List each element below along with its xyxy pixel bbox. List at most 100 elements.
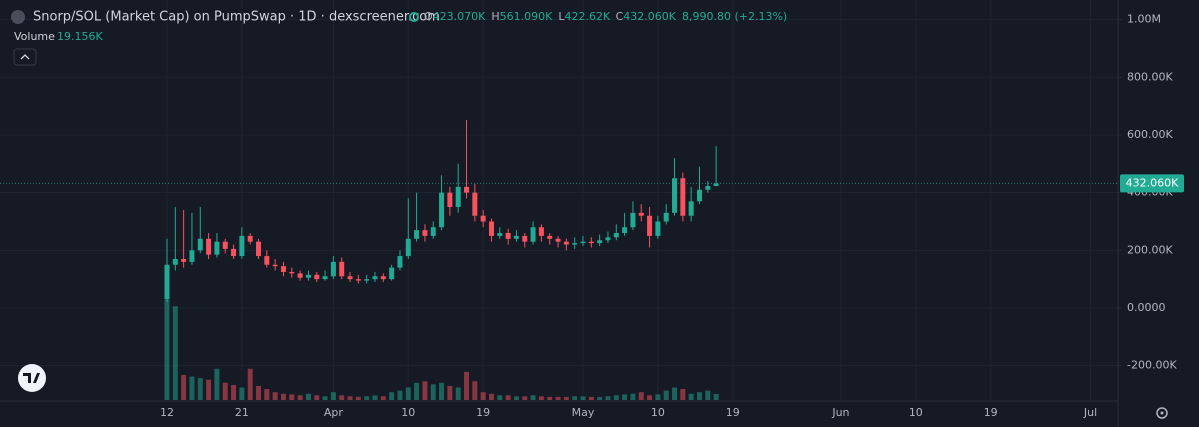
volume-bar bbox=[256, 385, 262, 400]
y-tick-label: 200.00K bbox=[1127, 243, 1173, 256]
candle-body bbox=[297, 273, 303, 278]
gear-center[interactable] bbox=[1160, 411, 1164, 415]
candle-body bbox=[613, 233, 619, 238]
volume-bar bbox=[513, 396, 519, 400]
ohlc-value: 423.070K bbox=[433, 10, 486, 23]
x-tick-label: May bbox=[572, 406, 595, 419]
volume-bar bbox=[488, 393, 494, 400]
gear-icon[interactable] bbox=[1156, 407, 1168, 419]
candle-body bbox=[713, 183, 719, 186]
candle-body bbox=[330, 261, 336, 277]
volume-bar bbox=[555, 396, 561, 400]
volume-bar bbox=[397, 390, 403, 400]
candle-body bbox=[397, 256, 403, 268]
candle-body bbox=[572, 243, 578, 245]
candle-body bbox=[605, 237, 611, 241]
candle-body bbox=[705, 186, 711, 190]
volume-bar bbox=[597, 396, 603, 400]
chart-title: Snorp/SOL (Market Cap) on PumpSwap · 1D … bbox=[33, 10, 440, 25]
x-tick-label: Apr bbox=[324, 406, 344, 419]
candle-body bbox=[380, 276, 386, 280]
tv-logo[interactable] bbox=[18, 364, 46, 392]
x-tick-label: 10 bbox=[909, 406, 923, 419]
volume-bar bbox=[630, 393, 636, 400]
x-tick-label: 12 bbox=[160, 406, 174, 419]
candle-body bbox=[647, 215, 653, 236]
volume-value: 19.156K bbox=[57, 30, 103, 43]
candle-body bbox=[305, 274, 311, 278]
candle-body bbox=[672, 178, 678, 213]
candle-body bbox=[464, 186, 470, 193]
volume-bar bbox=[622, 394, 628, 400]
volume-bar bbox=[522, 396, 528, 400]
volume-bar bbox=[339, 395, 345, 400]
candle-body bbox=[688, 201, 694, 216]
candle-body bbox=[622, 227, 628, 234]
volume-bar bbox=[264, 389, 270, 400]
candle-body bbox=[430, 227, 436, 236]
last-price-label: 432.060K bbox=[1126, 176, 1179, 189]
volume-bar bbox=[530, 395, 536, 400]
x-tick-label: 10 bbox=[651, 406, 665, 419]
candle-body bbox=[663, 212, 669, 222]
y-tick-label: 0.0000 bbox=[1127, 301, 1166, 314]
candle-body bbox=[414, 230, 420, 239]
candle-body bbox=[214, 241, 220, 255]
volume-bar bbox=[497, 395, 503, 400]
candle-body bbox=[497, 233, 503, 236]
volume-bar bbox=[613, 395, 619, 400]
logo-bg[interactable] bbox=[18, 364, 46, 392]
candle-body bbox=[364, 279, 370, 281]
candle-body bbox=[547, 235, 553, 239]
candle-body bbox=[264, 256, 270, 265]
volume-bar bbox=[347, 396, 353, 400]
candle-body bbox=[339, 261, 345, 277]
candle-body bbox=[181, 258, 187, 262]
volume-bar bbox=[638, 392, 644, 400]
collapse-box[interactable] bbox=[13, 48, 37, 66]
axes: 1.00M800.00K600.00K400.00K200.00K0.0000-… bbox=[0, 13, 1184, 419]
volume-bar bbox=[389, 392, 395, 400]
candle-body bbox=[480, 215, 486, 222]
candle-body bbox=[597, 240, 603, 244]
volume-bar bbox=[372, 395, 378, 400]
candle-body bbox=[588, 241, 594, 244]
candle-body bbox=[655, 221, 661, 236]
volume-bar bbox=[280, 393, 286, 400]
candle-body bbox=[638, 212, 644, 216]
volume-bar bbox=[455, 387, 461, 400]
volume-bar bbox=[314, 395, 320, 400]
volume-bar bbox=[547, 396, 553, 400]
candle-body bbox=[247, 235, 253, 242]
candle-body bbox=[447, 192, 453, 208]
x-tick-label: 19 bbox=[726, 406, 740, 419]
volume-bar bbox=[588, 396, 594, 400]
candle-body bbox=[372, 276, 378, 280]
volume-bar bbox=[214, 368, 220, 400]
volume-pane bbox=[164, 300, 719, 400]
change: 8,990.80 (+2.13%) bbox=[682, 10, 787, 23]
ohlc-value: 432.060K bbox=[623, 10, 676, 23]
volume-bar bbox=[231, 385, 237, 400]
volume-bar bbox=[505, 395, 511, 400]
candle-body bbox=[389, 267, 395, 280]
settings-button[interactable] bbox=[1156, 407, 1168, 419]
volume-bar bbox=[447, 385, 453, 400]
x-tick-label: 21 bbox=[235, 406, 249, 419]
candle-body bbox=[488, 221, 494, 236]
x-tick-label: 10 bbox=[401, 406, 415, 419]
candle-body bbox=[347, 276, 353, 280]
volume-bar bbox=[688, 393, 694, 400]
volume-bar bbox=[405, 387, 411, 400]
collapse-button[interactable] bbox=[13, 48, 37, 66]
y-tick-label: -200.00K bbox=[1127, 359, 1177, 372]
collapse-icon[interactable] bbox=[20, 54, 30, 60]
volume-bar bbox=[330, 392, 336, 400]
logo-mark[interactable] bbox=[23, 373, 40, 383]
volume-bar bbox=[380, 396, 386, 400]
candle-body bbox=[355, 279, 361, 281]
ohlc-key: O bbox=[424, 10, 433, 23]
y-tick-label: 600.00K bbox=[1127, 128, 1173, 141]
volume-bar bbox=[197, 378, 203, 400]
